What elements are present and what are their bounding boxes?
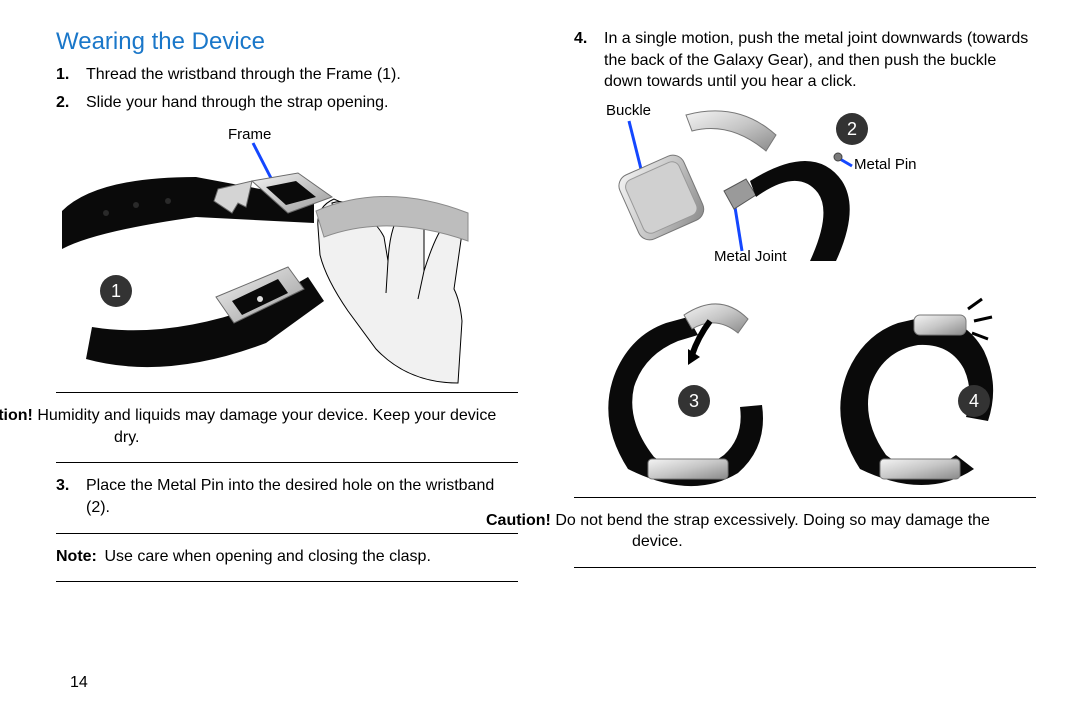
note-text: Use care when opening and closing the cl…	[104, 548, 430, 565]
divider-2	[56, 462, 518, 463]
svg-text:4: 4	[969, 391, 979, 411]
metalpin-callout	[840, 159, 852, 166]
figure-right-svg: Buckle Metal Pin Metal Joint	[574, 101, 1004, 491]
figure-badge-2: 2	[836, 113, 868, 145]
section-title: Wearing the Device	[56, 28, 518, 56]
steps-list-b: Place the Metal Pin into the desired hol…	[56, 475, 518, 524]
divider-4	[56, 581, 518, 582]
label-buckle: Buckle	[606, 102, 651, 119]
caution-humidity: Caution! Humidity and liquids may damage…	[56, 405, 518, 448]
divider-6	[574, 567, 1036, 568]
figure-badge-4: 4	[958, 385, 990, 417]
divider-3	[56, 533, 518, 534]
left-column: Wearing the Device Thread the wristband …	[56, 28, 546, 700]
right-column: In a single motion, push the metal joint…	[546, 28, 1036, 700]
figure-buckle-closing: Buckle Metal Pin Metal Joint	[574, 101, 1036, 491]
step-2: Slide your hand through the strap openin…	[86, 92, 518, 114]
step-4: In a single motion, push the metal joint…	[604, 28, 1036, 93]
manual-page: Wearing the Device Thread the wristband …	[0, 0, 1080, 720]
caution2-lead: Caution!	[544, 510, 551, 532]
caution2-text: Do not bend the strap excessively. Doing…	[555, 512, 990, 551]
caution-lead: Caution!	[26, 405, 33, 427]
svg-text:3: 3	[689, 391, 699, 411]
caution-text: Humidity and liquids may damage your dev…	[37, 407, 496, 446]
svg-text:2: 2	[847, 119, 857, 139]
figure-wristband-threading: Frame	[56, 121, 518, 386]
figure-left-svg: Frame	[56, 121, 486, 386]
divider-1	[56, 392, 518, 393]
svg-text:1: 1	[111, 281, 121, 301]
step-3: Place the Metal Pin into the desired hol…	[86, 475, 518, 518]
label-frame: Frame	[228, 126, 271, 143]
steps-list-a: Thread the wristband through the Frame (…	[56, 64, 518, 119]
steps-list-c: In a single motion, push the metal joint…	[574, 28, 1036, 99]
buckle-callout	[629, 121, 642, 173]
note-lead: Note:	[56, 546, 100, 568]
panel-2	[615, 111, 850, 261]
label-metal-joint: Metal Joint	[714, 248, 787, 265]
figure-badge-1: 1	[100, 275, 132, 307]
label-metal-pin: Metal Pin	[854, 156, 917, 173]
page-number: 14	[70, 674, 88, 692]
divider-5	[574, 497, 1036, 498]
caution-bend: Caution! Do not bend the strap excessive…	[574, 510, 1036, 553]
figure-badge-3: 3	[678, 385, 710, 417]
note-clasp: Note: Use care when opening and closing …	[56, 546, 518, 568]
step-1: Thread the wristband through the Frame (…	[86, 64, 518, 86]
